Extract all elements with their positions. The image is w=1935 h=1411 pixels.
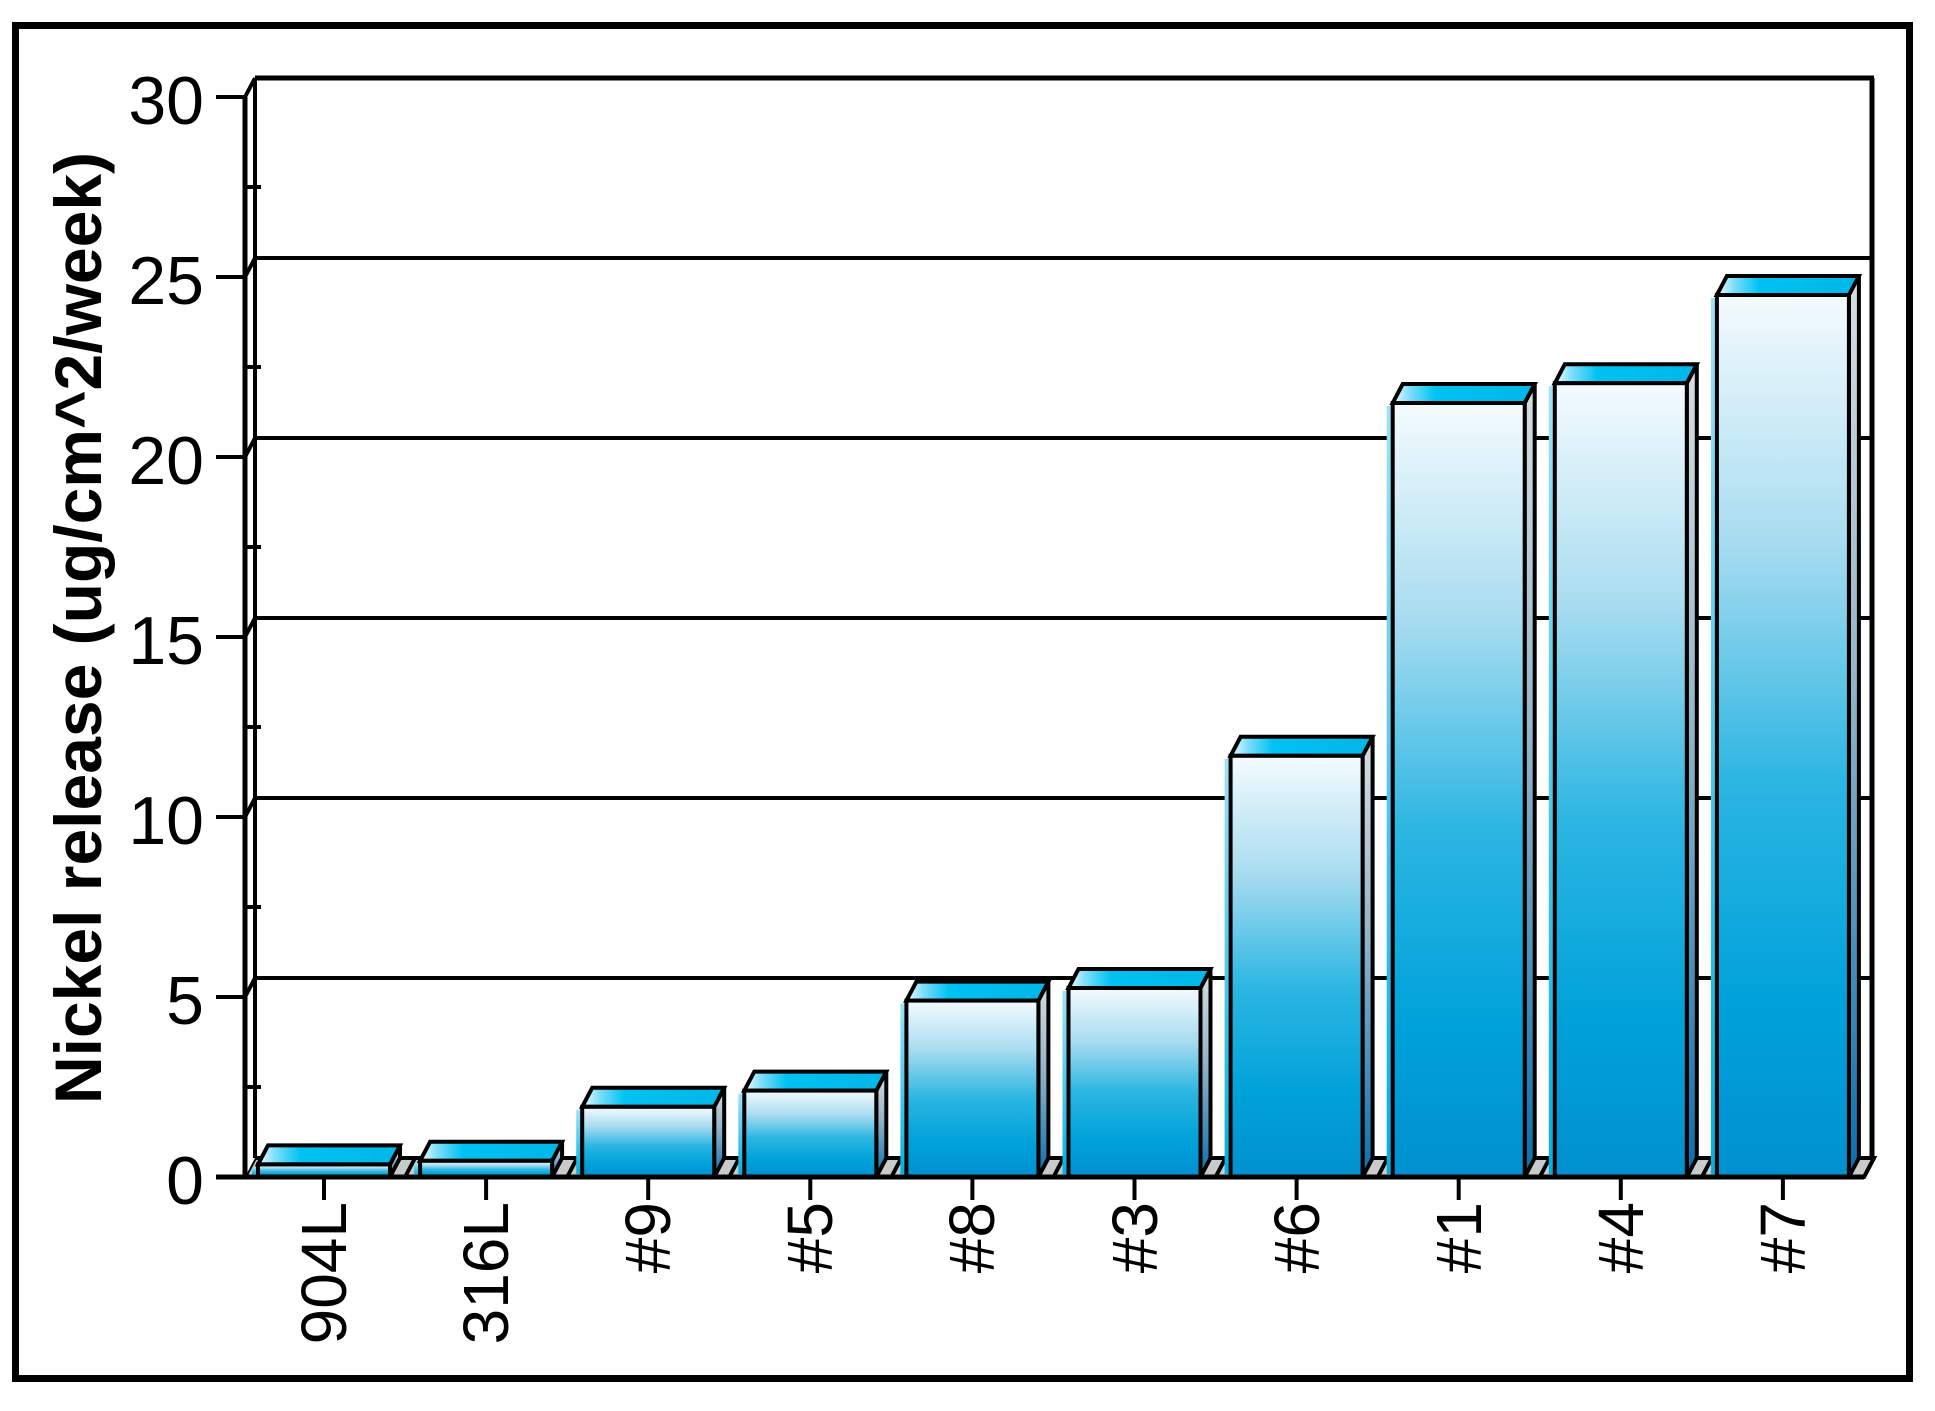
x-category-label: #6 — [1260, 1202, 1333, 1274]
bar-front-face — [1066, 986, 1203, 1179]
y-tick-label: 20 — [128, 423, 204, 499]
bar-#6 — [1224, 734, 1376, 1179]
bar-left-sliver — [1548, 386, 1556, 1174]
y-tick-label: 0 — [166, 1143, 204, 1219]
bar-#7 — [1710, 274, 1863, 1179]
bar-top-face — [416, 1139, 566, 1163]
x-category-label: #4 — [1584, 1202, 1657, 1274]
floor-divider — [1213, 1157, 1228, 1178]
bar-top-face — [578, 1085, 728, 1109]
bar-904L — [252, 1143, 404, 1180]
floor-divider — [727, 1157, 742, 1178]
bar-left-sliver — [900, 1003, 908, 1174]
floor-divider — [1537, 1157, 1552, 1178]
floor-divider — [565, 1157, 579, 1178]
top-left-corner-bevel — [243, 77, 257, 98]
y-tick-label: 30 — [128, 63, 204, 139]
y-tick-label: 10 — [128, 783, 204, 859]
bar-left-sliver — [576, 1109, 584, 1174]
bar-front-face — [742, 1088, 879, 1179]
x-category-label: #9 — [612, 1202, 685, 1274]
x-category-label: #1 — [1422, 1202, 1495, 1274]
x-category-label: #8 — [936, 1202, 1009, 1274]
bar-#3 — [1062, 967, 1214, 1179]
bar-left-sliver — [1062, 991, 1070, 1174]
bar-left-sliver — [1710, 298, 1718, 1174]
floor-divider — [403, 1157, 417, 1178]
bar-top-face — [1713, 274, 1863, 297]
bottom-right-corner-bevel — [1862, 1157, 1876, 1178]
floor-divider — [889, 1157, 904, 1178]
x-category-label: #5 — [774, 1202, 847, 1274]
bar-#9 — [576, 1085, 728, 1180]
bar-front-face — [1390, 401, 1527, 1179]
bar-left-sliver — [1224, 758, 1232, 1174]
bar-front-face — [580, 1104, 717, 1180]
bar-316L — [414, 1139, 566, 1180]
bar-left-sliver — [738, 1093, 746, 1174]
x-category-label: #7 — [1746, 1202, 1819, 1274]
bar-top-face — [1551, 362, 1701, 386]
bar-#4 — [1548, 362, 1701, 1179]
y-tick-label: 15 — [128, 603, 204, 679]
floor-divider — [1700, 1157, 1714, 1178]
bar-front-face — [1228, 753, 1365, 1179]
bar-top-face — [1065, 967, 1214, 990]
bar-top-face — [254, 1143, 404, 1167]
bar-#5 — [738, 1069, 890, 1179]
bar-top-face — [1227, 734, 1376, 758]
y-axis-title: Nickel release (ug/cm^2/week) — [41, 151, 115, 1105]
x-category-label: #3 — [1098, 1202, 1171, 1274]
bar-#8 — [900, 979, 1052, 1179]
bar-left-sliver — [414, 1163, 422, 1174]
x-category-label: 904L — [288, 1202, 360, 1345]
bar-left-sliver — [1386, 406, 1394, 1174]
chart-border — [12, 22, 1913, 1382]
bar-top-face — [1389, 382, 1539, 405]
bar-top-face — [903, 979, 1052, 1003]
x-category-label: 316L — [450, 1202, 523, 1345]
bar-front-face — [1552, 381, 1689, 1179]
bar-front-face — [904, 998, 1041, 1179]
bar-#1 — [1386, 382, 1539, 1179]
floor-divider — [1051, 1157, 1066, 1178]
floor-divider — [1375, 1157, 1390, 1178]
bar-top-face — [740, 1069, 890, 1093]
y-tick-label: 5 — [166, 963, 204, 1039]
bar-left-sliver — [252, 1167, 259, 1174]
y-tick-label: 25 — [128, 243, 204, 319]
bar-front-face — [1714, 293, 1851, 1179]
